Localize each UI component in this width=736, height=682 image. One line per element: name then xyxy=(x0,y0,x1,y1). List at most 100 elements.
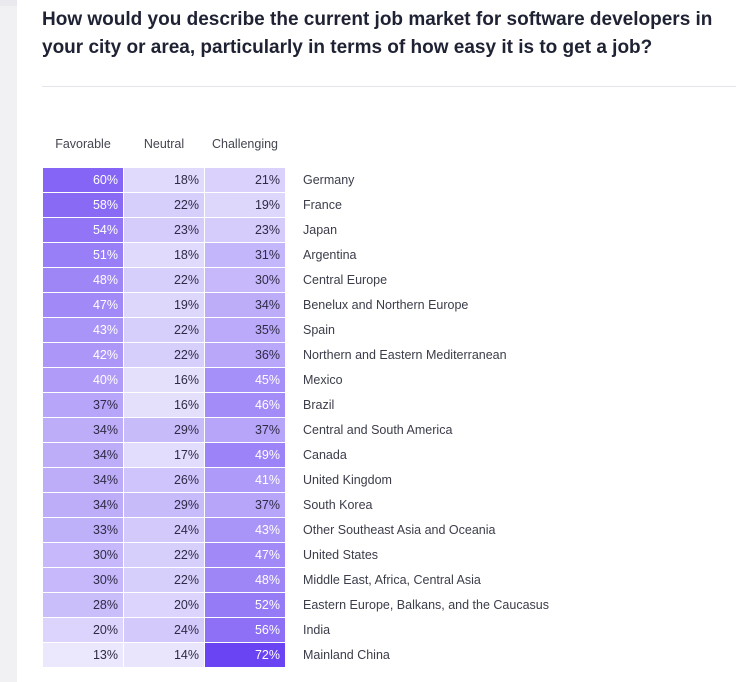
row-label: Mexico xyxy=(303,373,343,387)
cell-challenging: 19% xyxy=(205,193,285,217)
cell-challenging: 36% xyxy=(205,343,285,367)
cell-favorable: 42% xyxy=(43,343,123,367)
cell-challenging: 49% xyxy=(205,443,285,467)
table-row: 34% 26% 41% United Kingdom xyxy=(0,468,736,492)
cell-favorable: 54% xyxy=(43,218,123,242)
cell-favorable: 43% xyxy=(43,318,123,342)
cell-neutral: 23% xyxy=(124,218,204,242)
cell-challenging: 35% xyxy=(205,318,285,342)
cell-challenging: 72% xyxy=(205,643,285,667)
cell-favorable: 34% xyxy=(43,418,123,442)
cell-favorable: 48% xyxy=(43,268,123,292)
cell-challenging: 46% xyxy=(205,393,285,417)
cell-favorable: 13% xyxy=(43,643,123,667)
table-row: 30% 22% 47% United States xyxy=(0,543,736,567)
table-row: 42% 22% 36% Northern and Eastern Mediterran… xyxy=(0,343,736,367)
cell-favorable: 30% xyxy=(43,543,123,567)
cell-challenging: 41% xyxy=(205,468,285,492)
cell-neutral: 22% xyxy=(124,268,204,292)
row-label: South Korea xyxy=(303,498,373,512)
table-row: 47% 19% 34% Benelux and Northern Europe xyxy=(0,293,736,317)
table-row: 51% 18% 31% Argentina xyxy=(0,243,736,267)
cell-neutral: 26% xyxy=(124,468,204,492)
cell-favorable: 60% xyxy=(43,168,123,192)
cell-neutral: 22% xyxy=(124,343,204,367)
row-label: Germany xyxy=(303,173,355,187)
table-row: 34% 29% 37% South Korea xyxy=(0,493,736,517)
cell-challenging: 56% xyxy=(205,618,285,642)
row-label: United Kingdom xyxy=(303,473,392,487)
title-divider xyxy=(42,86,736,87)
cell-neutral: 22% xyxy=(124,318,204,342)
cell-favorable: 37% xyxy=(43,393,123,417)
row-label: Central and South America xyxy=(303,423,453,437)
cell-favorable: 47% xyxy=(43,293,123,317)
cell-neutral: 20% xyxy=(124,593,204,617)
cell-favorable: 34% xyxy=(43,493,123,517)
cell-challenging: 31% xyxy=(205,243,285,267)
cell-neutral: 24% xyxy=(124,518,204,542)
cell-favorable: 28% xyxy=(43,593,123,617)
cell-favorable: 34% xyxy=(43,443,123,467)
cell-challenging: 43% xyxy=(205,518,285,542)
table-row: 48% 22% 30% Central Europe xyxy=(0,268,736,292)
table-row: 60% 18% 21% Germany xyxy=(0,168,736,192)
cell-challenging: 21% xyxy=(205,168,285,192)
row-label: Spain xyxy=(303,323,335,337)
row-label: Eastern Europe, Balkans, and the Caucasu… xyxy=(303,598,549,612)
cell-neutral: 22% xyxy=(124,193,204,217)
row-label: Canada xyxy=(303,448,347,462)
row-label: Japan xyxy=(303,223,338,237)
row-label: France xyxy=(303,198,342,212)
row-label: Argentina xyxy=(303,248,357,262)
table-row: 54% 23% 23% Japan xyxy=(0,218,736,242)
cell-neutral: 18% xyxy=(124,243,204,267)
row-label: Middle East, Africa, Central Asia xyxy=(303,573,481,587)
table-row: 34% 29% 37% Central and South America xyxy=(0,418,736,442)
cell-neutral: 24% xyxy=(124,618,204,642)
cell-neutral: 16% xyxy=(124,368,204,392)
cell-neutral: 29% xyxy=(124,493,204,517)
cell-favorable: 30% xyxy=(43,568,123,592)
table-row: 20% 24% 56% India xyxy=(0,618,736,642)
cell-neutral: 29% xyxy=(124,418,204,442)
row-label: India xyxy=(303,623,331,637)
cell-favorable: 58% xyxy=(43,193,123,217)
table-row: 13% 14% 72% Mainland China xyxy=(0,643,736,667)
cell-neutral: 22% xyxy=(124,543,204,567)
cell-neutral: 22% xyxy=(124,568,204,592)
column-header-challenging: Challenging xyxy=(211,137,279,151)
cell-neutral: 19% xyxy=(124,293,204,317)
cell-challenging: 37% xyxy=(205,418,285,442)
table-row: 34% 17% 49% Canada xyxy=(0,443,736,467)
cell-favorable: 40% xyxy=(43,368,123,392)
column-header-favorable: Favorable xyxy=(55,137,111,151)
column-header-neutral: Neutral xyxy=(143,137,185,151)
cell-favorable: 34% xyxy=(43,468,123,492)
table-row: 33% 24% 43% Other Southeast Asia and Oceani… xyxy=(0,518,736,542)
cell-challenging: 34% xyxy=(205,293,285,317)
cell-challenging: 52% xyxy=(205,593,285,617)
table-row: 40% 16% 45% Mexico xyxy=(0,368,736,392)
cell-neutral: 17% xyxy=(124,443,204,467)
cell-neutral: 16% xyxy=(124,393,204,417)
cell-challenging: 37% xyxy=(205,493,285,517)
cell-neutral: 18% xyxy=(124,168,204,192)
cell-challenging: 48% xyxy=(205,568,285,592)
row-label: Mainland China xyxy=(303,648,390,662)
row-label: Northern and Eastern Mediterranean xyxy=(303,348,507,362)
table-row: 43% 22% 35% Spain xyxy=(0,318,736,342)
cell-challenging: 30% xyxy=(205,268,285,292)
cell-favorable: 51% xyxy=(43,243,123,267)
row-label: Central Europe xyxy=(303,273,388,287)
cell-favorable: 33% xyxy=(43,518,123,542)
table-row: 58% 22% 19% France xyxy=(0,193,736,217)
row-label: Brazil xyxy=(303,398,335,412)
row-label: Other Southeast Asia and Oceania xyxy=(303,523,496,537)
table-row: 30% 22% 48% Middle East, Africa, Central As… xyxy=(0,568,736,592)
cell-challenging: 47% xyxy=(205,543,285,567)
cell-favorable: 20% xyxy=(43,618,123,642)
cell-neutral: 14% xyxy=(124,643,204,667)
row-label: United States xyxy=(303,548,379,562)
cell-challenging: 23% xyxy=(205,218,285,242)
